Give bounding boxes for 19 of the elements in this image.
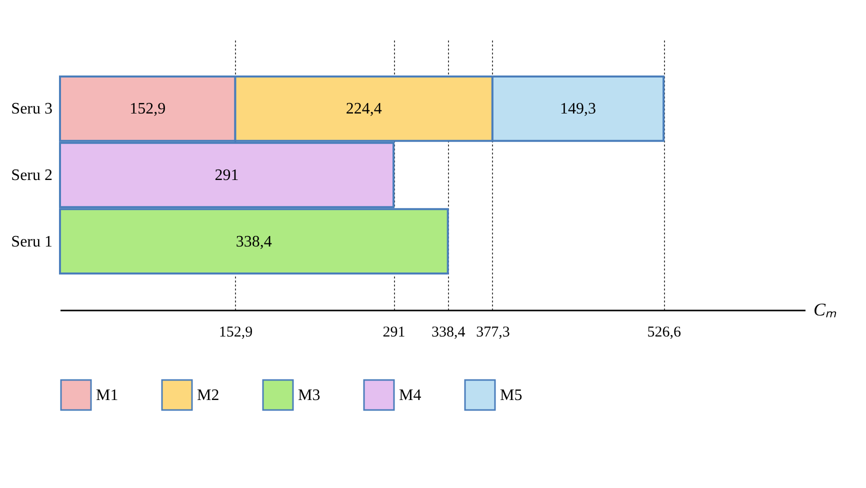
data-label: 152,9 (130, 100, 166, 118)
x-axis-title: Cₘ (814, 300, 837, 320)
legend-label: M4 (399, 387, 422, 404)
y-tick-label: Seru 3 (11, 100, 52, 118)
legend-label: M2 (197, 387, 220, 404)
data-label: 149,3 (560, 100, 596, 118)
data-label: 291 (214, 167, 239, 184)
x-tick-label: 338,4 (431, 324, 466, 340)
data-label: 338,4 (236, 233, 272, 250)
y-tick-label: Seru 1 (11, 233, 52, 250)
x-tick-label: 526,6 (647, 324, 682, 340)
x-tick-label: 377,3 (476, 324, 510, 340)
data-label: 224,4 (346, 100, 382, 118)
y-tick-label: Seru 2 (11, 167, 52, 184)
legend-label: M1 (96, 387, 118, 404)
x-tick-label: 291 (382, 324, 406, 340)
legend-label: M3 (298, 387, 320, 404)
x-tick-label: 152,9 (218, 324, 253, 340)
legend-label: M5 (500, 387, 522, 404)
